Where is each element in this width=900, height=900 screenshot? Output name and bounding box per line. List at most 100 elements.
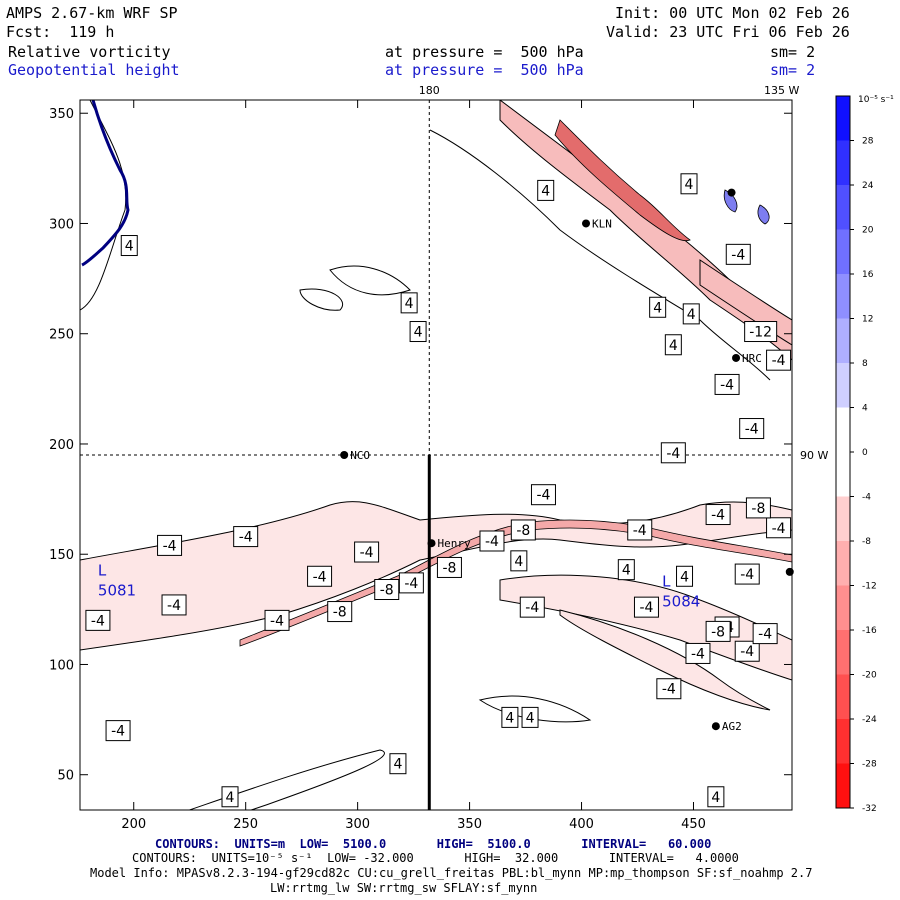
contour-label: -8	[436, 556, 462, 578]
contour-label-box	[327, 601, 353, 623]
extrema: L 5081 L 5084	[98, 561, 700, 610]
contour-label-text: -4	[758, 627, 772, 643]
forecast-hour: Fcst: 119 h	[6, 23, 115, 41]
contour-label: 4	[664, 334, 682, 356]
contour-label-box	[479, 530, 505, 552]
contour-label: -8	[374, 579, 400, 601]
contour-label: -4	[530, 484, 556, 506]
contour-label-box	[739, 418, 765, 440]
contour-label-text: 4	[687, 307, 696, 323]
contour-label-text: 4	[669, 338, 678, 354]
geopotential-height-contour	[81, 100, 130, 267]
contour-label-box	[519, 596, 545, 618]
contour-label-text: -8	[711, 624, 725, 640]
contour-label-box	[501, 706, 519, 728]
contour-label: -4	[479, 530, 505, 552]
contour-label-box	[766, 517, 792, 539]
contour-label: -4	[739, 418, 765, 440]
contour-label-box	[656, 678, 682, 700]
contour-label-text: -4	[633, 523, 647, 539]
contour-label-text: 4	[541, 183, 550, 199]
contour-label-text: -8	[516, 523, 530, 539]
footer-physics: LW:rrtmg_lw SW:rrtmg_sw SFLAY:sf_mynn	[270, 881, 538, 895]
contour-label-text: 4	[685, 177, 694, 193]
station-label: Henry	[438, 537, 471, 550]
vorticity-band-southeast	[559, 609, 771, 711]
smoothing1-label: sm= 2	[770, 43, 816, 61]
colorbar-tick-label: 28	[862, 137, 874, 147]
contour-label-box	[521, 706, 539, 728]
contour-label-text: -4	[772, 353, 786, 369]
field1-label: Relative vorticity	[8, 43, 171, 61]
x-tick-label: 300	[345, 817, 370, 832]
y-tick-label: 200	[49, 438, 74, 453]
contour-label: 4	[617, 559, 635, 581]
contour-label-box	[530, 484, 556, 506]
contour-label: -4	[766, 517, 792, 539]
contour-label-box	[714, 373, 740, 395]
contour-label: -4	[725, 243, 751, 265]
y-tick-label: 250	[49, 328, 74, 343]
contour-label-box	[707, 786, 725, 808]
contour-label: -4	[633, 596, 659, 618]
contour-label: 4	[510, 550, 528, 572]
colorbar-tick-label: 8	[862, 359, 868, 369]
contour-label-box	[766, 349, 792, 371]
colorbar-tick-label: 16	[862, 270, 874, 280]
contour-label-box	[537, 179, 555, 201]
contour-label-text: -8	[380, 583, 394, 599]
contour-label: -4	[714, 373, 740, 395]
y-tick-label: 300	[49, 217, 74, 232]
contour-label-text: -4	[525, 600, 539, 616]
contour-label-box	[745, 497, 771, 519]
contour-label-box	[400, 292, 418, 314]
station-marker	[727, 188, 736, 197]
contour-label-box	[409, 321, 427, 343]
contour-label-text: -4	[740, 567, 754, 583]
contour-label: -4	[656, 678, 682, 700]
contour-label-box	[510, 550, 528, 572]
station-label: HRC	[742, 352, 762, 365]
contour-label-text: 4	[680, 569, 689, 585]
y-tick-label: 50	[57, 769, 74, 784]
low-center-value: 5081	[98, 581, 136, 599]
colorbar-cell	[836, 140, 850, 185]
contour-label: -4	[660, 442, 686, 464]
contour-label-text: 4	[711, 790, 720, 806]
station-label: NCO	[350, 449, 370, 462]
contour-label-box	[705, 620, 731, 642]
contour-label: 4	[682, 303, 700, 325]
small-contour-cells	[187, 265, 592, 810]
station-marker	[711, 722, 720, 731]
contour-label-box	[221, 786, 239, 808]
colorbar-tick-label: 12	[862, 315, 873, 325]
y-tick-label: 150	[49, 548, 74, 563]
contour-label: -4	[264, 609, 290, 631]
contour-label-box	[617, 559, 635, 581]
colorbar-tick-label: -32	[862, 804, 877, 814]
colorbar-cell	[836, 229, 850, 274]
contour-label-box	[389, 753, 407, 775]
vorticity-ridge-northeast	[499, 100, 792, 361]
contour-label-text: -4	[485, 534, 499, 550]
x-tick-label: 350	[457, 817, 482, 832]
corner-meridian-label: 135 W	[764, 84, 799, 97]
model-title: AMPS 2.67-km WRF SP	[6, 4, 178, 22]
colorbar-cell	[836, 585, 850, 630]
contour-label: -4	[354, 541, 380, 563]
contour-label-text: -4	[666, 446, 680, 462]
contour-label-box	[120, 235, 138, 257]
contour-label-text: 4	[505, 710, 514, 726]
contour-label: 4	[537, 179, 555, 201]
contour-label: 4	[680, 173, 698, 195]
meridian-label: 180	[419, 84, 440, 97]
colorbar-cell	[836, 763, 850, 808]
colorbar-cell	[836, 407, 850, 452]
colorbar-tick-label: -12	[862, 582, 877, 592]
contour-label: -4	[705, 504, 731, 526]
contour-label: 4	[389, 753, 407, 775]
stations: NCO Henry KLN HRC AG2	[340, 188, 794, 733]
contour-label-box	[734, 563, 760, 585]
contour-label-box	[510, 519, 536, 541]
